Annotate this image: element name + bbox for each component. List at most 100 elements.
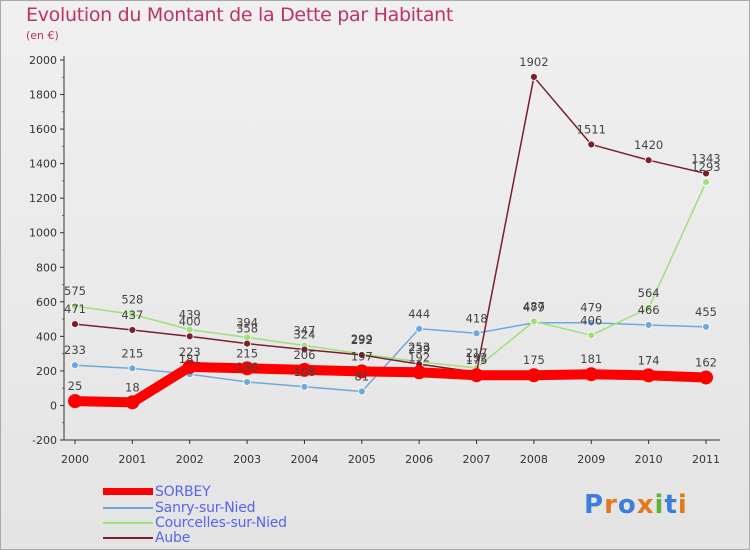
data-point (68, 394, 82, 409)
legend-swatch (103, 521, 153, 524)
legend-item-sorbey[interactable]: SORBEY (103, 483, 211, 500)
x-tick-label: 2000 (61, 453, 89, 466)
data-point (587, 331, 596, 340)
data-point (71, 320, 79, 329)
x-tick-label: 2010 (635, 453, 663, 466)
data-label: 223 (179, 345, 201, 359)
data-label: 239 (408, 342, 430, 356)
data-label: 299 (351, 332, 373, 346)
data-label: 479 (523, 301, 545, 315)
y-tick-label: 1800 (29, 89, 57, 102)
data-label: 206 (293, 348, 315, 362)
legend-label: Courcelles-sur-Nied (155, 514, 287, 531)
data-label: 358 (236, 322, 258, 336)
data-label: 233 (64, 343, 86, 357)
y-tick-label: 600 (36, 296, 57, 309)
series-line-sorbey (70, 361, 711, 408)
data-label: 437 (121, 308, 143, 322)
data-label: 136 (236, 360, 258, 374)
data-point (587, 140, 596, 149)
data-point (243, 339, 251, 348)
data-label: 471 (64, 302, 86, 316)
brand-letter: x (636, 490, 655, 520)
data-point (526, 368, 541, 383)
data-label: 487 (523, 299, 545, 313)
data-point (644, 304, 653, 312)
series-line-aube (74, 76, 707, 374)
series-line-courcelles-sur-nied (74, 181, 707, 369)
data-point (702, 169, 710, 178)
data-label: 215 (236, 346, 258, 360)
data-point (71, 302, 79, 311)
data-point (243, 378, 251, 386)
data-label: 174 (638, 353, 660, 367)
y-tick-label: 800 (36, 261, 57, 274)
data-point (644, 321, 653, 329)
chart-title: Evolution du Montant de la Dette par Hab… (26, 4, 454, 26)
data-point (354, 364, 369, 379)
data-label: 418 (466, 311, 488, 325)
data-label: 1293 (691, 160, 720, 174)
y-tick-label: -200 (32, 434, 57, 447)
legend-item-sanry-sur-nied[interactable]: Sanry-sur-Nied (103, 499, 256, 516)
legend-item-courcelles-sur-nied[interactable]: Courcelles-sur-Nied (103, 514, 287, 531)
data-label: 466 (638, 303, 660, 317)
unit-label: (en €) (26, 29, 59, 42)
brand-letter: i (677, 490, 688, 520)
data-label: 564 (638, 286, 660, 300)
data-label: 192 (466, 350, 488, 364)
legend-swatch (103, 536, 153, 539)
x-tick-label: 2004 (290, 453, 318, 466)
data-label: 394 (236, 315, 258, 329)
data-label: 324 (293, 327, 315, 341)
legend-swatch (103, 506, 153, 509)
brand-letter: o (617, 490, 637, 520)
data-point (530, 73, 538, 81)
data-point (125, 395, 140, 410)
data-point (240, 361, 255, 376)
data-point (530, 317, 538, 326)
data-label: 253 (408, 340, 430, 354)
data-label: 400 (179, 314, 201, 328)
data-point (415, 324, 424, 333)
data-point (297, 362, 312, 377)
data-label: 192 (408, 350, 430, 364)
data-point (587, 318, 596, 327)
data-label: 455 (695, 305, 717, 319)
data-point (357, 351, 366, 359)
y-tick-label: 400 (36, 330, 57, 343)
data-label: 81 (354, 369, 369, 383)
legend-label: SORBEY (155, 483, 211, 500)
legend-swatch (103, 488, 153, 495)
data-label: 162 (695, 355, 717, 369)
x-tick-label: 2006 (405, 453, 433, 466)
brand-logo: Proxiti (584, 490, 688, 520)
legend-item-aube[interactable]: Aube (103, 530, 190, 546)
data-label: 1902 (519, 55, 548, 69)
y-tick-label: 1400 (29, 158, 57, 171)
data-label: 175 (523, 353, 545, 367)
data-point (128, 364, 137, 373)
data-label: 18 (125, 380, 140, 394)
x-tick-label: 2009 (577, 453, 605, 466)
data-point (584, 367, 599, 382)
data-point (702, 322, 710, 331)
x-tick-label: 2003 (233, 453, 261, 466)
data-label: 1343 (691, 151, 720, 165)
data-point (469, 368, 484, 383)
data-point (641, 368, 656, 383)
x-tick-label: 2005 (348, 453, 376, 466)
data-label: 439 (179, 308, 201, 322)
data-point (71, 361, 79, 370)
data-label: 181 (580, 352, 602, 366)
legend-label: Sanry-sur-Nied (155, 499, 256, 516)
data-point (357, 387, 366, 396)
data-label: 575 (64, 284, 86, 298)
brand-letter: i (654, 490, 665, 520)
data-label: 108 (293, 365, 315, 379)
data-label: 215 (121, 346, 143, 360)
x-tick-label: 2007 (463, 453, 491, 466)
y-tick-label: 1200 (29, 192, 57, 205)
brand-letter: r (604, 490, 618, 520)
